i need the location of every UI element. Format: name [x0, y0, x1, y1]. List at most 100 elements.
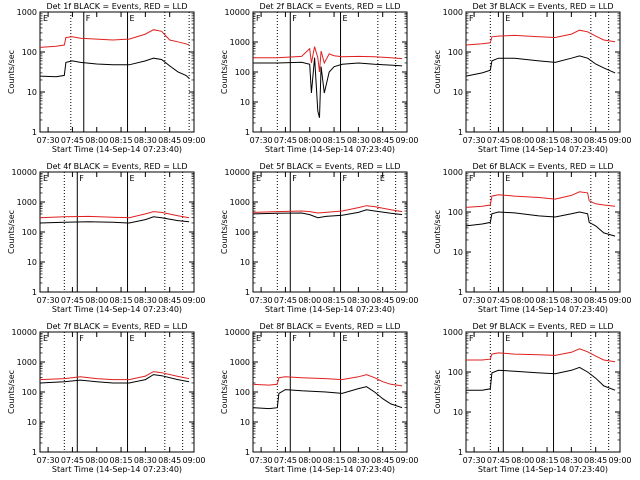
panel-title: Det 7f BLACK = Events, RED = LLD [46, 322, 187, 331]
x-tick-label: 08:30 [347, 456, 370, 465]
x-tick-label: 09:00 [608, 136, 631, 145]
y-tick-label: 1 [32, 448, 37, 457]
y-tick-label: 100 [22, 388, 37, 397]
y-tick-label: 10000 [12, 168, 37, 177]
y-axis-label: Counts/sec [220, 370, 229, 414]
x-tick-label: 08:30 [134, 456, 157, 465]
x-tick-label: 08:15 [536, 456, 559, 465]
flag-letter: F [292, 174, 297, 183]
y-axis-label: Counts/sec [220, 210, 229, 254]
y-tick-label: 10000 [225, 328, 250, 337]
x-tick-label: 08:00 [85, 456, 108, 465]
x-tick-label: 08:30 [134, 136, 157, 145]
y-tick-label: 1000 [443, 168, 463, 177]
x-tick-label: 09:00 [395, 296, 418, 305]
events-series-line [252, 386, 403, 410]
y-tick-label: 1 [245, 288, 250, 297]
y-tick-label: 1 [32, 288, 37, 297]
events-series-line [466, 366, 616, 391]
flag-letter: E [505, 14, 510, 23]
x-tick-label: 08:45 [584, 456, 607, 465]
detector-panel: Det 7f BLACK = Events, RED = LLD 1 10 100 10… [7, 322, 206, 474]
x-tick-label: 09:00 [182, 136, 205, 145]
y-tick-label: 1000 [230, 358, 250, 367]
y-axis-label: Counts/sec [433, 50, 442, 94]
y-tick-label: 10 [240, 418, 250, 427]
detector-panel: Det 1f BLACK = Events, RED = LLD 1 10 100 10… [7, 2, 206, 154]
y-tick-label: 1 [458, 128, 463, 137]
y-tick-label: 1000 [230, 38, 250, 47]
x-tick-label: 08:30 [134, 296, 157, 305]
x-tick-label: 08:00 [511, 456, 534, 465]
x-axis-label: Start Time (14-Sep-14 07:23:40) [478, 305, 608, 314]
x-tick-label: 07:45 [487, 136, 510, 145]
y-tick-label: 100 [22, 48, 37, 57]
x-tick-label: 08:45 [158, 456, 181, 465]
x-tick-label: 08:15 [110, 296, 133, 305]
y-tick-label: 10 [453, 88, 463, 97]
x-tick-label: 09:00 [608, 456, 631, 465]
y-tick-label: 10000 [225, 8, 250, 17]
x-axis-label: Start Time (14-Sep-14 07:23:40) [478, 465, 608, 474]
panel-title: Det 5f BLACK = Events, RED = LLD [259, 162, 400, 171]
y-tick-label: 10 [27, 258, 37, 267]
y-axis-label: Counts/sec [433, 210, 442, 254]
flag-letter: F [256, 14, 261, 23]
events-series-line [39, 57, 190, 79]
events-series-line [465, 55, 616, 77]
x-tick-label: 07:30 [250, 296, 273, 305]
x-tick-label: 08:15 [323, 296, 346, 305]
x-tick-label: 08:00 [298, 456, 321, 465]
x-axis-label: Start Time (14-Sep-14 07:23:40) [52, 305, 182, 314]
flag-letter: E [256, 334, 261, 343]
plot-frame [39, 331, 195, 453]
flag-letter: E [505, 174, 510, 183]
x-tick-label: 08:30 [347, 136, 370, 145]
x-tick-label: 07:45 [274, 136, 297, 145]
flag-letter: E [343, 14, 348, 23]
x-tick-label: 08:00 [298, 296, 321, 305]
x-tick-label: 08:00 [85, 136, 108, 145]
y-tick-label: 10 [453, 248, 463, 257]
flag-letter: E [43, 334, 48, 343]
x-tick-label: 08:30 [347, 296, 370, 305]
y-tick-label: 1000 [17, 198, 37, 207]
y-axis-label: Counts/sec [433, 370, 442, 414]
x-tick-label: 08:30 [560, 456, 583, 465]
x-tick-label: 08:45 [584, 296, 607, 305]
y-tick-label: 100 [448, 368, 463, 377]
panel-title: Det 9f BLACK = Events, RED = LLD [472, 322, 613, 331]
panel-title: Det 1f BLACK = Events, RED = LLD [46, 2, 187, 11]
x-axis-label: Start Time (14-Sep-14 07:23:40) [265, 465, 395, 474]
y-tick-label: 1 [245, 128, 250, 137]
x-tick-label: 08:15 [110, 456, 133, 465]
x-tick-label: 07:30 [37, 456, 60, 465]
x-tick-label: 07:30 [463, 456, 486, 465]
y-axis-label: Counts/sec [7, 50, 16, 94]
x-tick-label: 08:45 [158, 136, 181, 145]
panel-title: Det 3f BLACK = Events, RED = LLD [472, 2, 613, 11]
y-tick-label: 100 [235, 388, 250, 397]
x-tick-label: 09:00 [182, 296, 205, 305]
x-tick-label: 08:00 [511, 296, 534, 305]
x-tick-label: 07:45 [487, 296, 510, 305]
flag-letter: E [43, 14, 48, 23]
x-tick-label: 07:30 [463, 296, 486, 305]
events-series-line [465, 211, 616, 237]
lld-series-line [253, 46, 403, 73]
plot-frame [252, 11, 408, 133]
plot-frame [465, 331, 621, 453]
y-tick-label: 10 [27, 88, 37, 97]
x-tick-label: 08:45 [584, 136, 607, 145]
x-tick-label: 09:00 [608, 296, 631, 305]
y-tick-label: 1000 [230, 198, 250, 207]
x-tick-label: 08:00 [85, 296, 108, 305]
plot-frame [39, 171, 195, 293]
x-axis-label: Start Time (14-Sep-14 07:23:40) [52, 145, 182, 154]
flag-letter: E [505, 334, 510, 343]
y-tick-label: 100 [22, 228, 37, 237]
x-axis-label: Start Time (14-Sep-14 07:23:40) [52, 465, 182, 474]
y-tick-label: 100 [448, 208, 463, 217]
y-tick-label: 1 [458, 288, 463, 297]
flag-letter: F [86, 14, 91, 23]
